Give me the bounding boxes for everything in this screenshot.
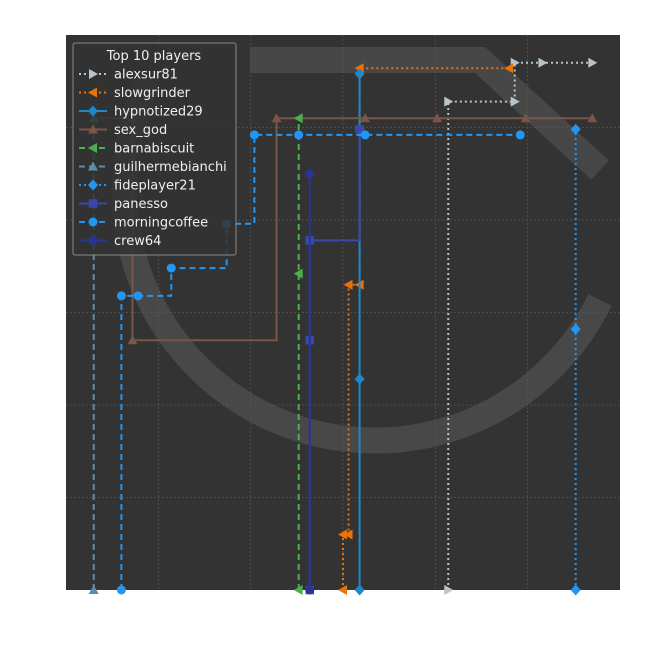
data-point-slowgrinder xyxy=(343,279,353,290)
legend-marker-slowgrinder xyxy=(88,87,97,98)
data-point-morningcoffee xyxy=(166,263,176,273)
data-point-panesso xyxy=(355,125,364,134)
series-layer xyxy=(88,57,598,596)
data-point-morningcoffee xyxy=(360,130,370,140)
data-point-hypnotized29 xyxy=(354,68,365,80)
legend-marker-hypnotized29 xyxy=(88,105,98,117)
data-point-morningcoffee xyxy=(249,130,259,140)
legend-marker-crew64 xyxy=(88,236,98,245)
data-point-hypnotized29 xyxy=(354,373,365,385)
data-point-morningcoffee xyxy=(133,291,143,301)
legend-box xyxy=(72,42,237,256)
data-point-sex_god xyxy=(127,335,138,345)
legend-marker-morningcoffee xyxy=(88,217,98,227)
data-point-slowgrinder xyxy=(504,63,514,74)
data-point-alexsur81 xyxy=(588,57,598,68)
data-point-barnabiscuit xyxy=(293,113,303,124)
data-point-alexsur81 xyxy=(444,585,454,595)
legend-label-morningcoffee: morningcoffee xyxy=(114,216,208,231)
legend-marker-panesso xyxy=(88,199,98,208)
legend-label-sex_god: sex_god xyxy=(114,123,167,138)
legend-title: Top 10 players xyxy=(106,49,202,64)
legend: Top 10 players alexsur81 slowgrinder hypno… xyxy=(72,42,237,256)
data-point-crew64 xyxy=(305,169,315,179)
data-point-crew64 xyxy=(305,585,315,595)
data-point-alexsur81 xyxy=(444,96,454,107)
legend-label-slowgrinder: slowgrinder xyxy=(114,86,191,101)
data-point-slowgrinder xyxy=(343,529,353,540)
legend-marker-fideplayer21 xyxy=(88,179,98,191)
data-point-barnabiscuit xyxy=(293,585,303,595)
data-point-sex_god xyxy=(432,113,443,123)
legend-marker-guilhermebianchi xyxy=(88,161,98,171)
legend-marker-barnabiscuit xyxy=(88,143,97,153)
data-point-barnabiscuit xyxy=(293,268,303,279)
data-point-fideplayer21 xyxy=(570,323,581,335)
data-point-morningcoffee xyxy=(515,130,525,140)
data-point-fideplayer21 xyxy=(570,123,581,135)
data-point-alexsur81 xyxy=(538,57,548,68)
legend-label-alexsur81: alexsur81 xyxy=(114,68,178,83)
data-point-fideplayer21 xyxy=(570,584,581,596)
legend-label-fideplayer21: fideplayer21 xyxy=(114,179,196,194)
data-point-sex_god xyxy=(360,113,371,123)
legend-items: alexsur81 slowgrinder hypnotized29 sex_godb… xyxy=(79,68,227,249)
series-barnabiscuit xyxy=(293,113,303,595)
legend-label-hypnotized29: hypnotized29 xyxy=(114,105,203,120)
data-point-hypnotized29 xyxy=(354,584,365,596)
data-point-guilhermebianchi xyxy=(88,585,99,594)
legend-marker-sex_god xyxy=(88,124,98,134)
data-point-sex_god xyxy=(271,113,282,123)
legend-marker-alexsur81 xyxy=(89,69,98,79)
data-point-morningcoffee xyxy=(294,130,304,140)
data-point-morningcoffee xyxy=(116,291,126,301)
data-point-slowgrinder xyxy=(338,585,347,595)
series-line-morningcoffee xyxy=(120,133,521,590)
series-line-alexsur81 xyxy=(447,61,593,590)
legend-label-guilhermebianchi: guilhermebianchi xyxy=(114,160,227,175)
legend-label-barnabiscuit: barnabiscuit xyxy=(114,142,194,157)
series-fideplayer21 xyxy=(570,123,581,596)
data-point-alexsur81 xyxy=(510,96,520,107)
data-point-sex_god xyxy=(520,113,531,123)
series-crew64 xyxy=(305,169,315,595)
data-point-sex_god xyxy=(587,113,598,123)
legend-label-crew64: crew64 xyxy=(114,234,161,249)
legend-label-panesso: panesso xyxy=(114,197,168,212)
data-point-morningcoffee xyxy=(116,585,126,595)
data-point-slowgrinder xyxy=(338,529,347,540)
